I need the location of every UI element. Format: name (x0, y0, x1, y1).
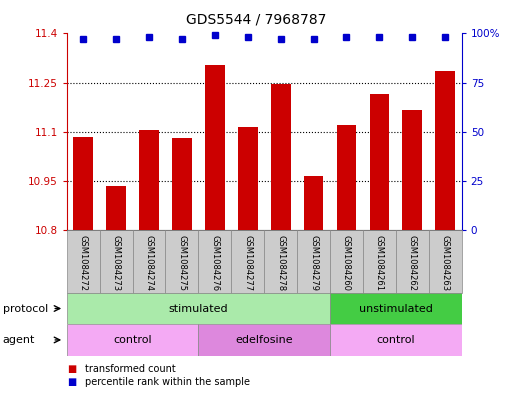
Text: GSM1084273: GSM1084273 (111, 235, 121, 291)
Bar (100, 230, 132, 293)
Text: GSM1084262: GSM1084262 (408, 235, 417, 291)
Text: GDS5544 / 7968787: GDS5544 / 7968787 (186, 13, 327, 27)
Text: transformed count: transformed count (85, 364, 175, 374)
Bar (165, 230, 199, 293)
Bar (231, 230, 264, 293)
Text: stimulated: stimulated (169, 303, 228, 314)
Bar (67, 230, 100, 293)
Bar (199, 230, 231, 293)
Text: percentile rank within the sample: percentile rank within the sample (85, 377, 250, 387)
Bar (67, 324, 199, 356)
Text: control: control (377, 335, 415, 345)
Bar (297, 230, 330, 293)
Bar (172, 138, 192, 230)
Bar (205, 64, 225, 230)
Text: ■: ■ (67, 377, 76, 387)
Text: GSM1084279: GSM1084279 (309, 235, 318, 291)
Text: GSM1084275: GSM1084275 (177, 235, 186, 291)
Text: GSM1084260: GSM1084260 (342, 235, 351, 291)
Bar (106, 186, 126, 230)
Bar (264, 230, 297, 293)
Bar (238, 127, 258, 230)
Bar (139, 130, 159, 230)
Bar (330, 230, 363, 293)
Bar (330, 324, 462, 356)
Text: ■: ■ (67, 364, 76, 374)
Bar (73, 137, 93, 230)
Text: protocol: protocol (3, 303, 48, 314)
Bar (429, 230, 462, 293)
Text: GSM1084261: GSM1084261 (375, 235, 384, 291)
Text: GSM1084272: GSM1084272 (78, 235, 88, 291)
Text: GSM1084278: GSM1084278 (276, 235, 285, 291)
Bar (271, 84, 290, 230)
Text: edelfosine: edelfosine (235, 335, 293, 345)
Bar (396, 230, 429, 293)
Bar (402, 110, 422, 230)
Bar (436, 71, 455, 230)
Bar (67, 293, 330, 324)
Text: GSM1084276: GSM1084276 (210, 235, 220, 291)
Text: control: control (113, 335, 152, 345)
Bar (337, 125, 357, 230)
Bar (369, 94, 389, 230)
Text: GSM1084277: GSM1084277 (243, 235, 252, 291)
Bar (199, 324, 330, 356)
Bar (132, 230, 165, 293)
Text: GSM1084274: GSM1084274 (145, 235, 153, 291)
Text: GSM1084263: GSM1084263 (441, 235, 450, 291)
Text: unstimulated: unstimulated (359, 303, 433, 314)
Text: agent: agent (3, 335, 35, 345)
Bar (304, 176, 323, 230)
Bar (330, 293, 462, 324)
Bar (363, 230, 396, 293)
